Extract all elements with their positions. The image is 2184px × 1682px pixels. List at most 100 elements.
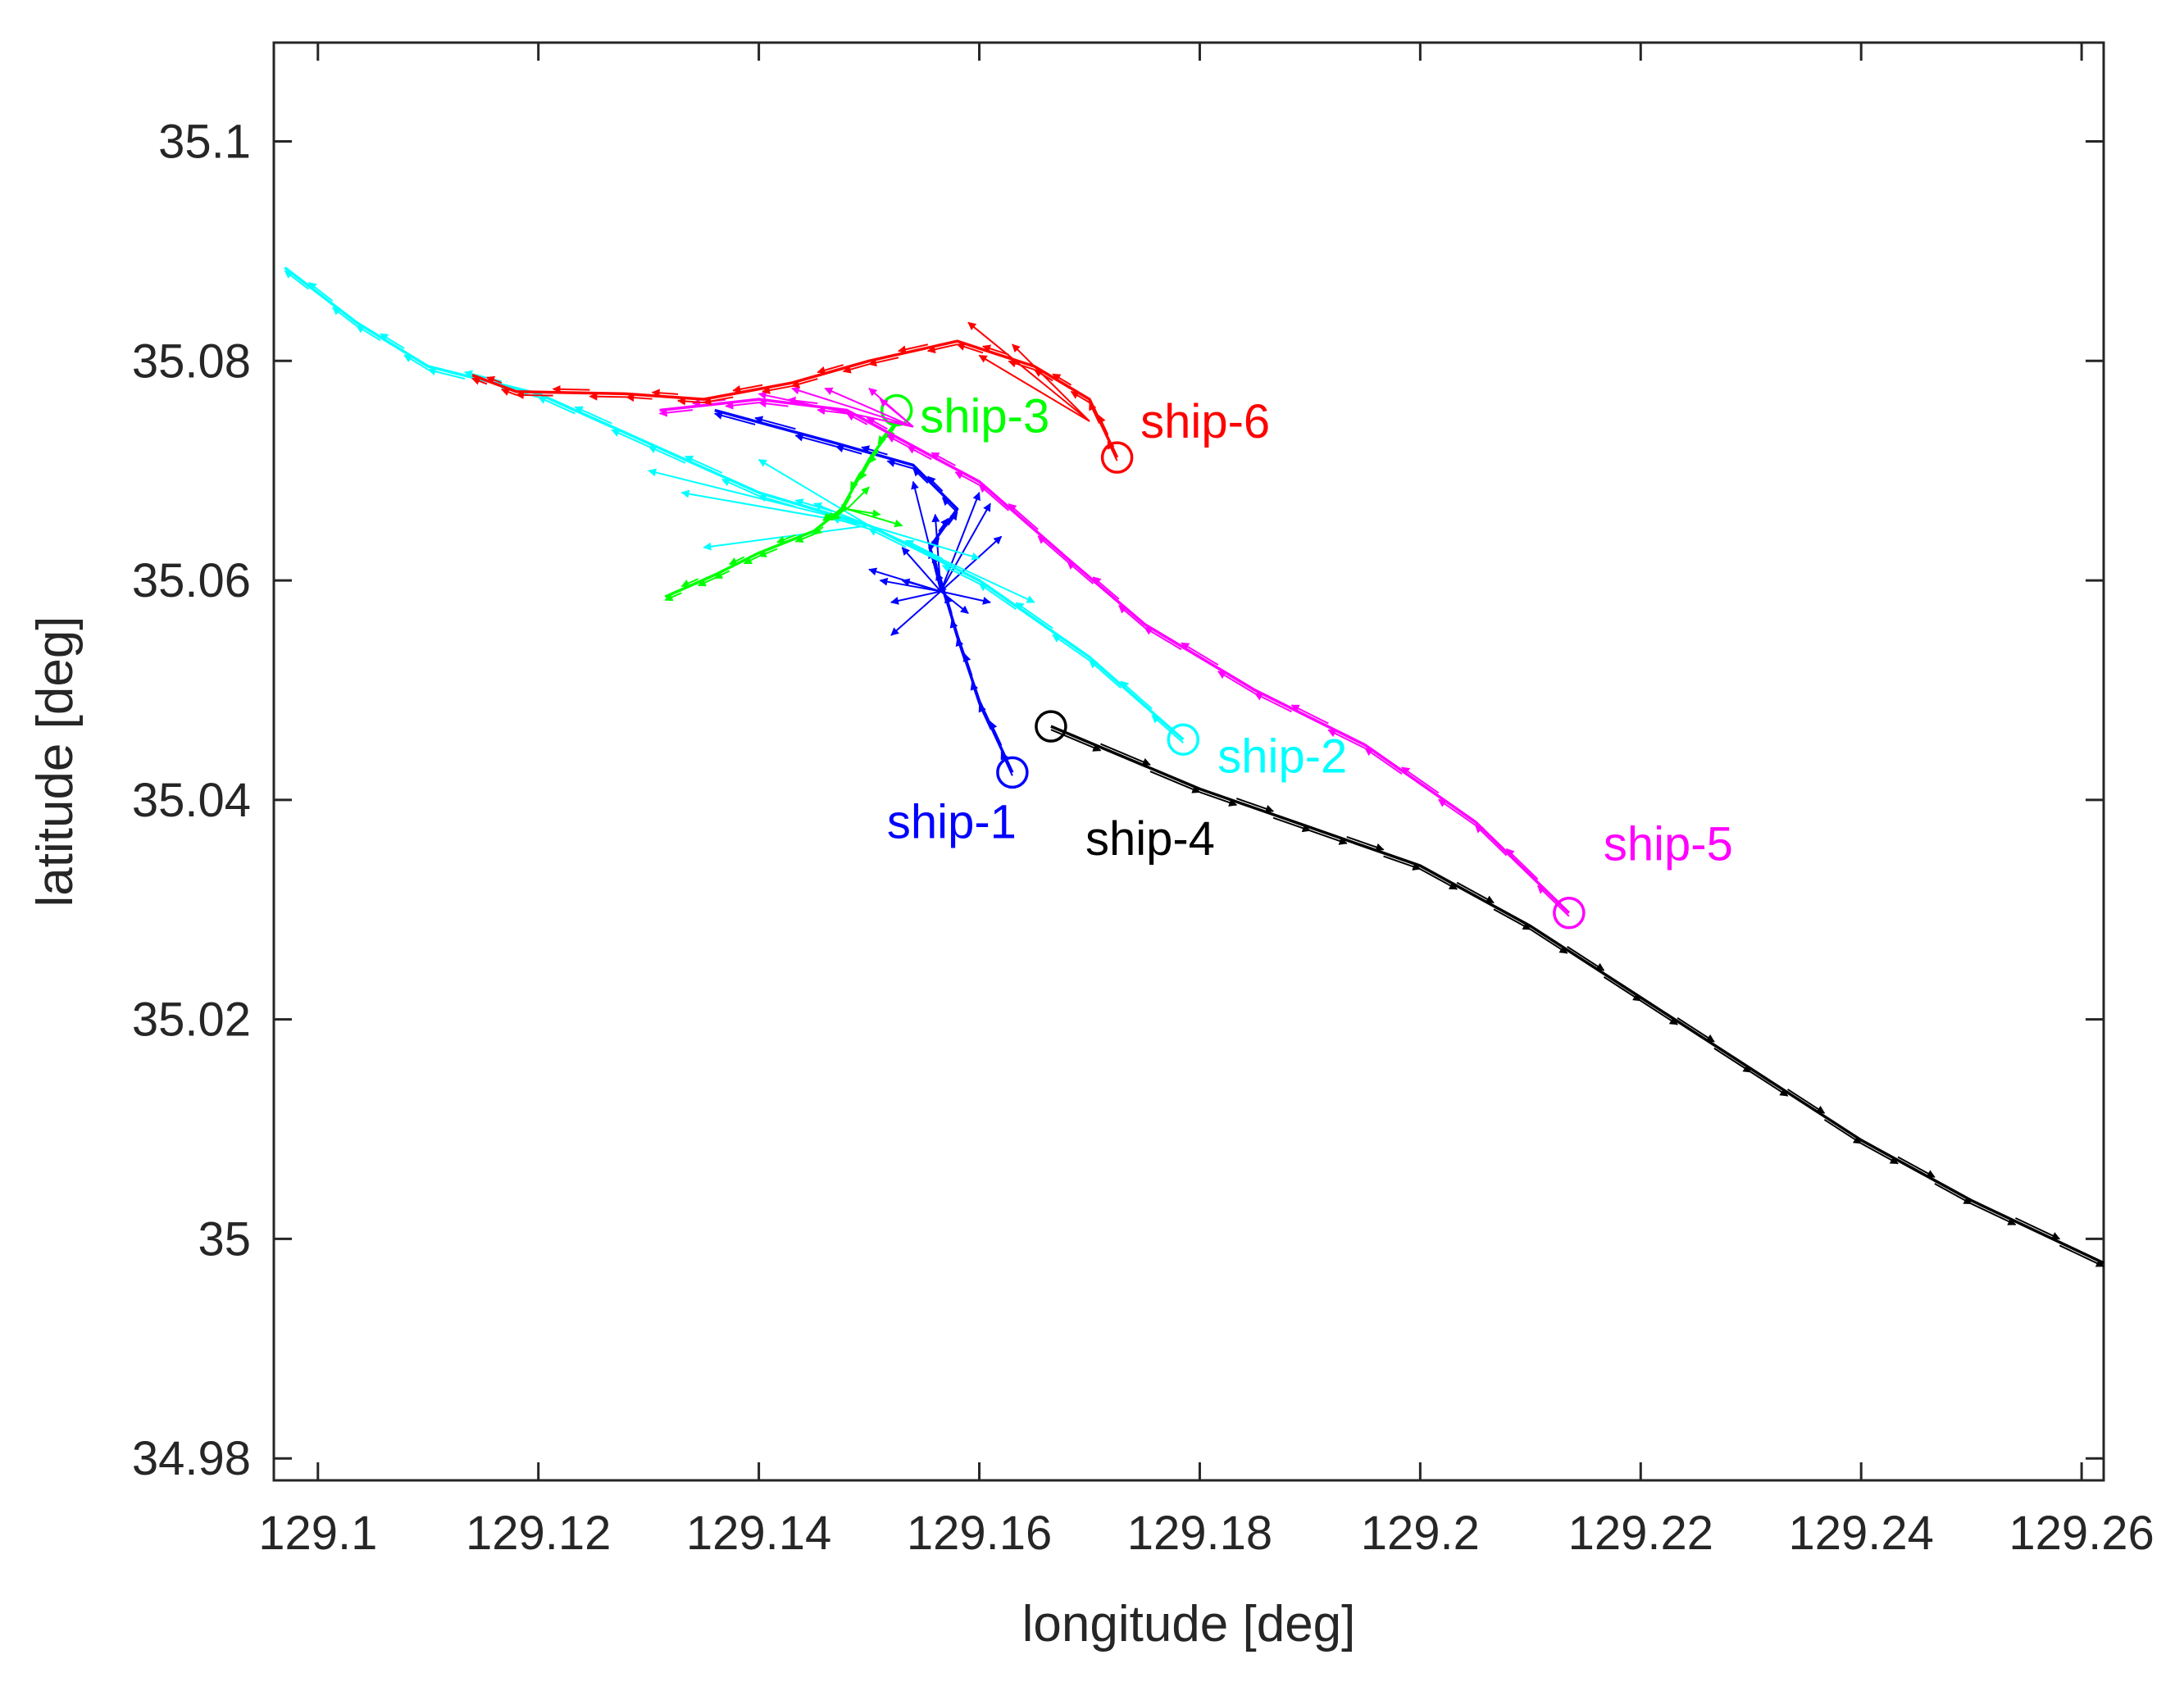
ship-2-start-marker bbox=[1167, 723, 1200, 756]
ship-6-heading-arrow bbox=[817, 364, 844, 375]
ship-5-heading-arrow bbox=[886, 434, 908, 448]
ship-5-heading-arrow bbox=[1437, 798, 1476, 826]
ship-5-series: ship-5 bbox=[658, 386, 1733, 930]
ship-6-candidate-arrow bbox=[978, 354, 1090, 422]
x-axis-title: longitude [deg] bbox=[1022, 1596, 1356, 1652]
ship-1-heading-arrow bbox=[955, 638, 966, 661]
ship-5-heading-arrow bbox=[1092, 576, 1120, 600]
ship-6-heading-arrow bbox=[515, 390, 553, 399]
ship-5-heading-arrow bbox=[907, 445, 932, 461]
ship-4-heading-arrow bbox=[1100, 743, 1151, 766]
ship-5-heading-arrow bbox=[817, 407, 848, 416]
series-layer: ship-1 ship-2 ship-3 ship-4 ship-5 ship-6 bbox=[284, 266, 2104, 1267]
ship-1-heading-arrow bbox=[938, 517, 949, 532]
ship-1-candidate-arrow bbox=[879, 577, 941, 593]
ship-6-heading-arrow bbox=[897, 343, 929, 354]
tick-marks bbox=[274, 43, 2104, 1480]
y-tick-label: 35.04 bbox=[132, 774, 251, 827]
ship-3-heading-arrow bbox=[743, 555, 760, 565]
ship-1-candidate-arrow bbox=[911, 480, 942, 592]
ship-3-heading-arrow bbox=[831, 511, 843, 521]
ship-5-heading-arrow bbox=[1401, 766, 1440, 794]
ship-4-heading-arrow bbox=[1750, 1071, 1789, 1097]
x-tick-label: 129.2 bbox=[1361, 1507, 1480, 1560]
ship-2-heading-arrow bbox=[537, 396, 576, 415]
ship-4-heading-arrow bbox=[1860, 1143, 1899, 1165]
ship-5-heading-arrow bbox=[866, 417, 888, 430]
ship-1-heading-arrow bbox=[835, 444, 862, 455]
ship-5-heading-arrow bbox=[1474, 824, 1508, 857]
ship-4-heading-arrow bbox=[2015, 1217, 2061, 1240]
y-axis-title: latitude [deg] bbox=[27, 616, 84, 907]
ship-6-heading-arrow bbox=[1098, 414, 1109, 435]
ship-4-heading-arrow bbox=[1567, 946, 1605, 971]
ship-2-heading-arrow bbox=[1052, 634, 1090, 661]
ship-2-heading-arrow bbox=[1015, 602, 1053, 630]
ship-4-heading-arrow bbox=[1346, 836, 1385, 852]
ship-2-heading-arrow bbox=[1089, 660, 1122, 689]
ship-2-heading-arrow bbox=[331, 307, 357, 327]
ship-6-heading-arrow bbox=[552, 384, 590, 393]
ship-3-heading-arrow bbox=[664, 592, 682, 602]
ship-5-heading-arrow bbox=[1364, 748, 1403, 775]
x-tick-label: 129.14 bbox=[686, 1507, 831, 1560]
ship-1-heading-arrow bbox=[949, 619, 958, 639]
ship-6-track bbox=[471, 339, 1119, 458]
ship-4-heading-arrow bbox=[1640, 1000, 1678, 1025]
ship-6-heading-arrow bbox=[762, 385, 793, 395]
ship-1-candidate-arrow bbox=[940, 492, 981, 592]
ship-1-heading-arrow bbox=[970, 681, 981, 705]
ship-5-candidate-arrow bbox=[824, 387, 914, 428]
ship-6-candidate-arrow bbox=[967, 321, 1090, 422]
ship-4-track bbox=[1050, 725, 2104, 1265]
ship-5-label: ship-5 bbox=[1604, 818, 1733, 871]
ship-2-heading-arrow bbox=[1151, 714, 1184, 743]
ship-5-heading-arrow bbox=[1537, 885, 1570, 917]
axes-box bbox=[272, 41, 2105, 1482]
ship-4-heading-arrow bbox=[1272, 816, 1311, 833]
ship-6-heading-arrow bbox=[471, 377, 488, 385]
ship-4-heading-arrow bbox=[1456, 881, 1495, 904]
ship-5-heading-arrow bbox=[787, 396, 818, 405]
ship-2-heading-arrow bbox=[307, 282, 334, 302]
y-tick-labels: 34.98 35 35.02 35.04 35.06 35.08 35.1 bbox=[132, 116, 251, 1486]
ship-4-heading-arrow bbox=[1199, 791, 1238, 807]
ship-3-candidate-arrow bbox=[846, 486, 870, 510]
ship-6-heading-arrow bbox=[982, 344, 1009, 356]
ship-3-heading-arrow bbox=[840, 495, 852, 513]
ship-3-heading-arrow bbox=[813, 526, 824, 535]
ship-1-candidate-arrow bbox=[890, 590, 942, 636]
ship-3-heading-arrow bbox=[858, 462, 870, 480]
ship-4-heading-arrow bbox=[1530, 929, 1568, 954]
ship-1-label: ship-1 bbox=[887, 796, 1017, 849]
ship-1-heading-arrow bbox=[944, 594, 953, 614]
ship-2-heading-arrow bbox=[380, 333, 405, 349]
ship-2-heading-arrow bbox=[941, 564, 980, 584]
ship-2-label: ship-2 bbox=[1217, 730, 1347, 783]
ship-2-series: ship-2 bbox=[284, 266, 1347, 783]
ship-2-heading-arrow bbox=[355, 325, 381, 342]
x-tick-label: 129.24 bbox=[1788, 1507, 1933, 1560]
ship-6-start-marker bbox=[1100, 441, 1134, 474]
ship-6-heading-arrow bbox=[732, 384, 763, 393]
ship-1-candidate-arrow bbox=[940, 502, 991, 592]
x-tick-label: 129.1 bbox=[258, 1507, 377, 1560]
ship-6-candidate-arrow bbox=[1012, 343, 1090, 422]
y-tick-label: 35 bbox=[198, 1212, 251, 1266]
ship-1-start-marker bbox=[996, 756, 1029, 789]
ship-6-heading-arrow bbox=[926, 343, 958, 354]
x-tick-label: 129.12 bbox=[466, 1507, 611, 1560]
x-tick-label: 129.18 bbox=[1127, 1507, 1272, 1560]
x-tick-label: 129.22 bbox=[1568, 1507, 1713, 1560]
ship-6-heading-arrow bbox=[626, 393, 653, 402]
ship-2-heading-arrow bbox=[904, 539, 944, 560]
ship-2-heading-arrow bbox=[685, 455, 723, 474]
ship-5-start-marker bbox=[1553, 897, 1586, 930]
ship-3-heading-arrow bbox=[849, 472, 861, 490]
y-tick-label: 35.08 bbox=[132, 334, 251, 388]
y-tick-label: 35.02 bbox=[132, 993, 251, 1047]
ship-5-candidate-arrow bbox=[790, 386, 914, 428]
ship-3-heading-arrow bbox=[794, 533, 815, 543]
ship-2-candidate-arrow bbox=[868, 525, 1035, 603]
ship-2-heading-arrow bbox=[611, 429, 649, 448]
